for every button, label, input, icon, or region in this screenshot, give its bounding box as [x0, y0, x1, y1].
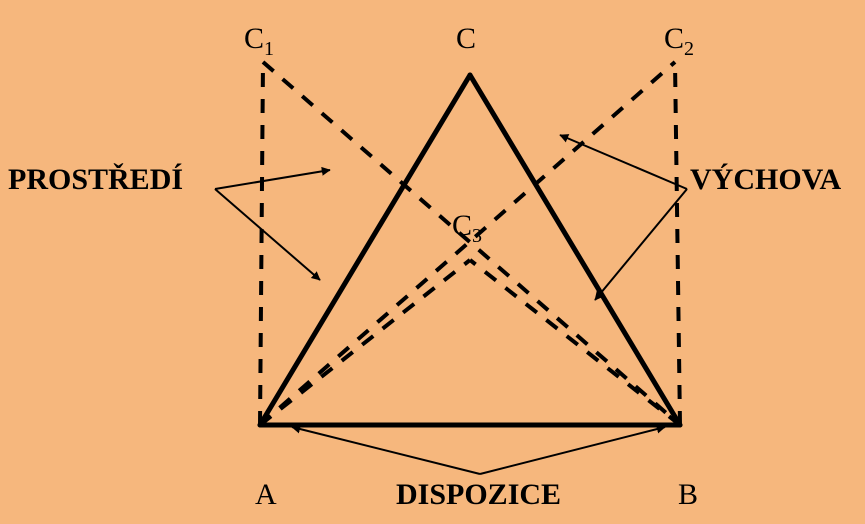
label-dispozice: DISPOZICE — [396, 478, 561, 512]
label-C: C — [456, 22, 476, 56]
triangle-diagram — [0, 0, 865, 524]
label-C2: C2 — [664, 22, 694, 61]
label-A: A — [255, 478, 277, 512]
label-vychova: VÝCHOVA — [690, 163, 841, 197]
label-prostredi: PROSTŘEDÍ — [8, 163, 183, 197]
label-C1: C1 — [244, 22, 274, 61]
label-C3: C3 — [452, 209, 482, 248]
label-B: B — [678, 478, 698, 512]
